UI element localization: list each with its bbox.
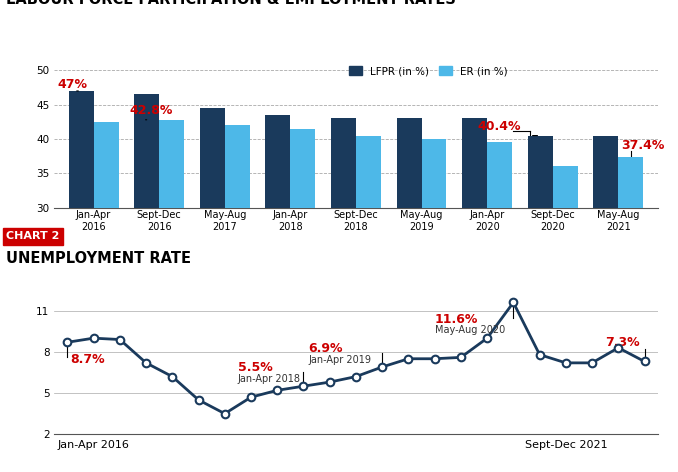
Text: CHART 2: CHART 2	[6, 231, 60, 241]
Bar	[266, 115, 290, 413]
Text: 47%: 47%	[58, 77, 87, 91]
Bar	[553, 167, 578, 413]
Bar	[527, 135, 553, 413]
Text: 6.9%: 6.9%	[308, 342, 343, 355]
Text: Jan-Apr 2019: Jan-Apr 2019	[308, 355, 372, 365]
Text: 37.4%: 37.4%	[622, 139, 665, 152]
Bar	[422, 139, 447, 413]
Bar	[356, 135, 381, 413]
Text: 7.3%: 7.3%	[605, 337, 640, 349]
Bar	[618, 157, 643, 413]
Bar	[331, 118, 356, 413]
Bar	[68, 91, 94, 413]
Text: 11.6%: 11.6%	[435, 313, 478, 326]
Bar	[200, 108, 225, 413]
Bar	[397, 118, 422, 413]
Text: Jan-Apr 2018: Jan-Apr 2018	[238, 374, 301, 384]
Bar	[290, 129, 315, 413]
Bar	[159, 120, 184, 413]
Text: 8.7%: 8.7%	[70, 353, 104, 366]
Bar	[593, 135, 618, 413]
Bar	[134, 94, 159, 413]
Text: 5.5%: 5.5%	[238, 361, 273, 374]
Bar	[462, 118, 487, 413]
Text: 40.4%: 40.4%	[477, 120, 521, 133]
Text: May-Aug 2020: May-Aug 2020	[435, 325, 505, 335]
Legend: LFPR (in %), ER (in %): LFPR (in %), ER (in %)	[345, 62, 512, 80]
Bar	[225, 125, 250, 413]
Text: LABOUR FORCE PARTICIPATION & EMPLOYMENT RATES: LABOUR FORCE PARTICIPATION & EMPLOYMENT …	[6, 0, 456, 7]
Text: 42.8%: 42.8%	[129, 103, 173, 117]
Bar	[94, 122, 119, 413]
Text: UNEMPLOYMENT RATE: UNEMPLOYMENT RATE	[6, 251, 191, 266]
Bar	[487, 143, 512, 413]
